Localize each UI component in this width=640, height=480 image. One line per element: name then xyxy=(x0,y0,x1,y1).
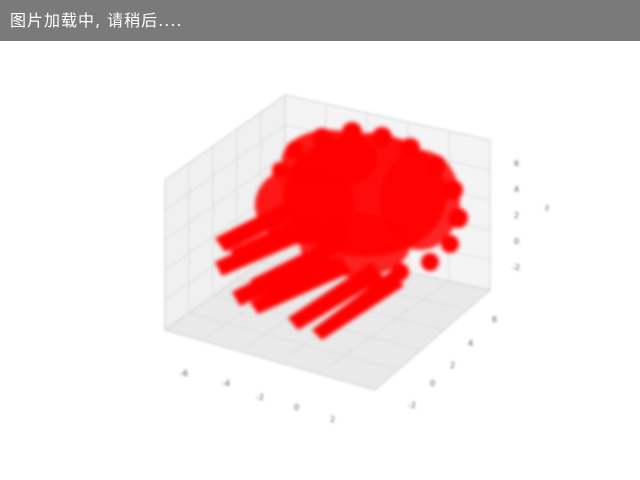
x-tick-1: -4 xyxy=(222,379,230,388)
y-tick-3: 0 xyxy=(430,379,435,388)
z-tick-4: -2 xyxy=(512,263,520,272)
y-tick-1: 4 xyxy=(468,339,473,348)
x-tick-3: 0 xyxy=(294,403,299,412)
y-tick-0: 6 xyxy=(492,315,497,324)
scatter-points xyxy=(215,122,468,340)
z-tick-0: 6 xyxy=(514,159,519,168)
y-tick-4: -2 xyxy=(408,401,416,410)
z-tick-3: 0 xyxy=(514,237,519,246)
y-axis-ticks: 6 4 2 0 -2 xyxy=(408,315,497,410)
y-tick-2: 2 xyxy=(450,361,455,370)
z-tick-1: 4 xyxy=(514,185,519,194)
x-tick-4: 2 xyxy=(330,415,335,424)
loading-banner: 图片加载中, 请稍后.... xyxy=(0,0,640,41)
x-axis-ticks: -6 -4 -2 0 2 xyxy=(180,369,335,424)
z-axis-ticks: 6 4 2 0 -2 z xyxy=(512,159,549,272)
z-tick-2: 2 xyxy=(514,211,519,220)
z-axis-label: z xyxy=(545,203,549,212)
x-tick-0: -6 xyxy=(180,369,188,378)
x-tick-2: -2 xyxy=(256,393,264,402)
